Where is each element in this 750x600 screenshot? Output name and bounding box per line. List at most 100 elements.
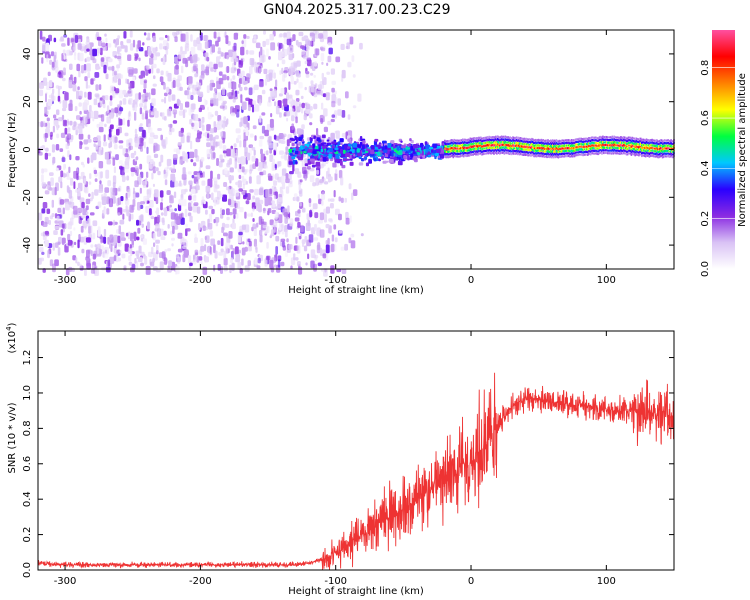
heatmap-cell (619, 145, 621, 148)
heatmap-cell (252, 125, 257, 130)
heatmap-cell (258, 81, 264, 88)
heatmap-cell (253, 35, 257, 42)
heatmap-cell (310, 260, 315, 269)
heatmap-cell (512, 141, 514, 144)
heatmap-cell (541, 142, 544, 145)
heatmap-cell (218, 161, 223, 168)
heatmap-cell (226, 75, 230, 81)
heatmap-cell (590, 136, 593, 139)
heatmap-cell (621, 141, 623, 144)
heatmap-cell (239, 140, 242, 148)
heatmap-cell (66, 118, 70, 126)
heatmap-cell (478, 147, 480, 150)
heatmap-cell (425, 148, 429, 153)
heatmap-cell (206, 56, 210, 62)
heatmap-cell (152, 83, 157, 87)
heatmap-cell (238, 174, 242, 180)
heatmap-cell (160, 212, 164, 216)
heatmap-cell (90, 55, 95, 61)
heatmap-cell (592, 149, 595, 152)
heatmap-cell (109, 140, 113, 148)
heatmap-cell (152, 258, 155, 263)
heatmap-cell (547, 144, 549, 147)
heatmap-cell (125, 232, 129, 237)
heatmap-cell (525, 153, 527, 156)
heatmap-cell (663, 144, 666, 147)
heatmap-cell (593, 152, 596, 155)
heatmap-cell (468, 146, 471, 149)
heatmap-cell (598, 147, 600, 150)
heatmap-cell (81, 248, 85, 254)
heatmap-cell (139, 187, 142, 194)
heatmap-cell (209, 230, 214, 237)
heatmap-cell (581, 138, 583, 141)
heatmap-cell (464, 144, 467, 147)
heatmap-cell (603, 144, 605, 147)
heatmap-cell (641, 146, 644, 149)
heatmap-cell (275, 246, 278, 255)
heatmap-cell (655, 145, 657, 148)
heatmap-cell (570, 154, 573, 157)
heatmap-cell (310, 80, 314, 85)
heatmap-cell (660, 152, 663, 155)
heatmap-cell (582, 141, 584, 144)
heatmap-cell (278, 42, 283, 49)
heatmap-cell (658, 151, 660, 154)
heatmap-cell (205, 185, 211, 193)
heatmap-cell (221, 222, 226, 231)
heatmap-cell (589, 150, 592, 153)
heatmap-cell (556, 142, 559, 145)
heatmap-cell (325, 206, 330, 214)
heatmap-cell (512, 136, 514, 139)
heatmap-cell (356, 148, 360, 153)
heatmap-cell (568, 152, 570, 155)
heatmap-cell (631, 149, 634, 152)
heatmap-cell (559, 155, 562, 158)
heatmap-cell (598, 136, 600, 139)
heatmap-cell (459, 139, 461, 142)
heatmap-cell (170, 127, 175, 133)
heatmap-cell (572, 152, 575, 155)
heatmap-cell (569, 142, 572, 145)
heatmap-cell (104, 123, 107, 128)
heatmap-cell (301, 124, 305, 130)
heatmap-cell (233, 214, 236, 219)
heatmap-cell (344, 197, 347, 203)
heatmap-cell (517, 147, 520, 150)
heatmap-cell (610, 147, 613, 150)
heatmap-cell (496, 144, 498, 147)
heatmap-cell (486, 141, 489, 144)
heatmap-cell (133, 68, 138, 74)
heatmap-cell (301, 36, 306, 41)
heatmap-cell (592, 142, 595, 145)
heatmap-cell (585, 148, 587, 151)
heatmap-cell (142, 42, 145, 46)
heatmap-cell (365, 144, 370, 148)
heatmap-cell (501, 141, 504, 144)
heatmap-cell (619, 150, 621, 153)
heatmap-cell (107, 66, 113, 71)
heatmap-cell (226, 66, 230, 73)
heatmap-cell (604, 151, 606, 154)
heatmap-cell (599, 138, 601, 141)
heatmap-cell (483, 147, 486, 150)
heatmap-cell (649, 139, 652, 142)
heatmap-cell (555, 147, 558, 150)
heatmap-cell (474, 137, 476, 140)
heatmap-cell (651, 149, 653, 152)
heatmap-cell (173, 148, 177, 153)
heatmap-cell (667, 144, 670, 147)
heatmap-cell (300, 224, 304, 233)
heatmap-cell (530, 149, 532, 152)
heatmap-cell (272, 203, 276, 208)
heatmap-cell (160, 236, 166, 240)
heatmap-cell (525, 143, 527, 146)
heatmap-cell (139, 103, 144, 107)
heatmap-cell (159, 261, 164, 271)
heatmap-cell (206, 142, 211, 148)
heatmap-cell (317, 262, 322, 267)
heatmap-cell (436, 148, 441, 153)
heatmap-cell (222, 150, 227, 154)
heatmap-cell (62, 119, 67, 127)
heatmap-cell (546, 156, 548, 159)
